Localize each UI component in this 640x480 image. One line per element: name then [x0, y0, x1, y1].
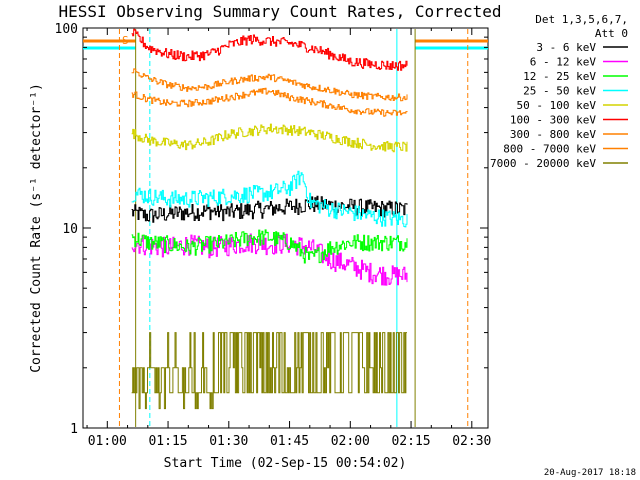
- series-line-25-50-kev: [131, 170, 408, 228]
- legend-entry-12-25-kev: 12 - 25 keV: [523, 70, 628, 83]
- legend: Det 1,3,5,6,7, Att 0 3 - 6 keV 6 - 12 keV…: [490, 13, 628, 170]
- x-tick-label: 01:15: [148, 434, 187, 449]
- plot-area: S 01:00 01:15 01:30 01:45 02:00 02:15 02:30 1 1…: [55, 22, 492, 449]
- series-line-800-7000-kev: [131, 68, 408, 102]
- series-line-12-25-kev: [131, 229, 408, 264]
- legend-label: 100 - 300 keV: [510, 114, 596, 127]
- legend-entry-25-50-kev: 25 - 50 keV: [523, 85, 628, 98]
- x-tick-label: 01:30: [209, 434, 248, 449]
- legend-label: 12 - 25 keV: [523, 70, 596, 83]
- y-tick-label: 1: [70, 422, 78, 437]
- series-line-7000-20000-kev: [131, 332, 407, 410]
- legend-label: 7000 - 20000 keV: [490, 157, 596, 170]
- legend-entry-100-300-kev: 100 - 300 keV: [510, 114, 628, 127]
- legend-entry-800-7000-kev: 800 - 7000 keV: [503, 143, 628, 156]
- status-flag-label: S: [122, 34, 129, 47]
- series-line-300-800-kev: [131, 87, 408, 117]
- legend-label: 25 - 50 keV: [523, 85, 596, 98]
- legend-label: 300 - 800 keV: [510, 128, 596, 141]
- legend-entry-7000-20000-kev: 7000 - 20000 keV: [490, 157, 628, 170]
- x-tick-label: 01:00: [88, 434, 127, 449]
- legend-label: 50 - 100 keV: [517, 99, 597, 112]
- legend-label: 3 - 6 keV: [536, 41, 596, 54]
- legend-entry-300-800-kev: 300 - 800 keV: [510, 128, 628, 141]
- x-tick-label: 02:15: [391, 434, 430, 449]
- legend-header-line-1: Det 1,3,5,6,7,: [535, 13, 628, 26]
- y-tick-label: 100: [55, 22, 78, 37]
- legend-entry-3-6-kev: 3 - 6 keV: [536, 41, 628, 54]
- render-timestamp: 20-Aug-2017 18:18: [544, 468, 636, 478]
- x-tick-label: 01:45: [270, 434, 309, 449]
- legend-label: 800 - 7000 keV: [503, 143, 596, 156]
- series-line-100-300-kev: [131, 28, 408, 71]
- legend-header-line-2: Att 0: [595, 27, 628, 40]
- x-axis-label: Start Time (02-Sep-15 00:54:02): [164, 456, 407, 471]
- x-tick-label: 02:00: [331, 434, 370, 449]
- legend-entry-50-100-kev: 50 - 100 keV: [517, 99, 628, 112]
- legend-label: 6 - 12 keV: [530, 56, 597, 69]
- series-line-3-6-kev: [131, 195, 408, 223]
- x-tick-label: 02:30: [452, 434, 491, 449]
- chart-title: HESSI Observing Summary Count Rates, Cor…: [58, 2, 501, 21]
- legend-entry-6-12-kev: 6 - 12 keV: [530, 56, 628, 69]
- series-line-50-100-kev: [131, 123, 408, 153]
- y-tick-label: 10: [62, 222, 78, 237]
- y-axis-label: Corrected Count Rate (s⁻¹ detector⁻¹): [29, 83, 44, 373]
- series-line-6-12-kev: [131, 233, 408, 286]
